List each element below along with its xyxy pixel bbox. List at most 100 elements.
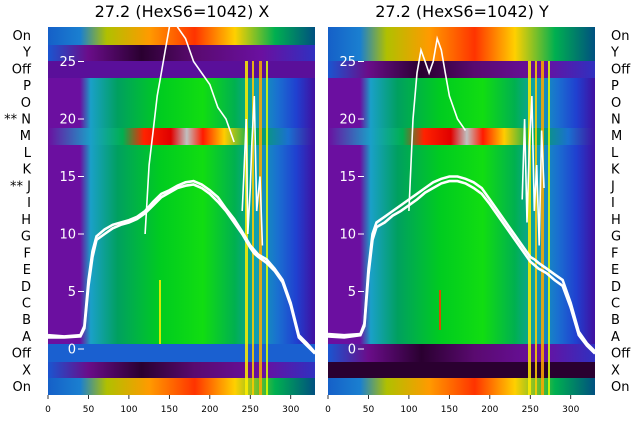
- row-label: On: [13, 380, 31, 395]
- heat-row-off-top: [328, 61, 595, 78]
- y-tick-label: 0: [348, 343, 356, 358]
- row-label: F: [24, 246, 31, 261]
- row-label: I: [27, 196, 31, 211]
- y-tick-label: 15: [339, 170, 356, 185]
- x-tick-label: 100: [400, 405, 417, 415]
- x-tick-label: 300: [562, 405, 579, 415]
- row-label: Y: [22, 46, 31, 61]
- row-label: K: [22, 163, 31, 178]
- x-tick-label: 250: [242, 405, 259, 415]
- x-tick-label: 100: [120, 405, 137, 415]
- row-label: L: [24, 146, 32, 161]
- spike-line-x-2: [241, 95, 264, 246]
- y-tick-label: 25: [339, 55, 356, 70]
- row-label: Off: [12, 347, 32, 362]
- row-label: L: [611, 146, 619, 161]
- x-tick-label: 300: [282, 405, 299, 415]
- spike-line-y-1: [408, 35, 467, 212]
- x-tick-label: 50: [363, 405, 375, 415]
- row-label: On: [13, 29, 31, 44]
- spike-line-x-1: [144, 27, 235, 235]
- heatmap-x: [48, 27, 315, 395]
- x-tick-label: 150: [441, 405, 458, 415]
- heat-row-y: [48, 45, 315, 61]
- row-label: B: [611, 313, 620, 328]
- row-label: O: [611, 96, 621, 111]
- row-label: Y: [610, 46, 619, 61]
- heat-row-on-bottom: [48, 378, 315, 395]
- trace-lines-x: [48, 27, 315, 355]
- heat-row-m: [328, 128, 595, 145]
- row-label: E: [23, 263, 31, 278]
- panel-title-y: 27.2 (HexS6=1042) Y: [375, 2, 549, 21]
- row-label: K: [611, 163, 620, 178]
- heat-body: [48, 78, 315, 344]
- x-tick-label: 0: [325, 405, 331, 415]
- heat-row-off-bottom: [48, 344, 315, 362]
- heat-row-x: [328, 362, 595, 378]
- x-tick-label: 250: [522, 405, 539, 415]
- row-label: G: [611, 230, 621, 245]
- heat-row-m: [48, 128, 315, 145]
- row-label: A: [611, 330, 620, 345]
- y-tick-label: 0: [68, 343, 76, 358]
- row-label: P: [23, 79, 31, 94]
- trace-line-y-1: [328, 175, 595, 353]
- spike-line-y-2: [521, 95, 545, 246]
- row-label: A: [22, 330, 31, 345]
- heat-row-on-bottom: [328, 378, 595, 395]
- y-tick-label: 5: [68, 285, 76, 300]
- trace-line-y-2: [328, 179, 595, 355]
- row-label: G: [21, 230, 31, 245]
- row-label: D: [21, 280, 31, 295]
- y-tick-label: 5: [348, 285, 356, 300]
- y-tick-label: 20: [339, 113, 356, 128]
- x-tick-label: 50: [83, 405, 95, 415]
- heat-body: [328, 78, 595, 344]
- y-ticks-y: 0 5 10 15 20 25: [339, 55, 364, 358]
- row-label: I: [611, 196, 615, 211]
- x-tick-label: 200: [481, 405, 498, 415]
- row-label: D: [611, 280, 621, 295]
- row-label: Off: [611, 62, 631, 77]
- row-label: On: [611, 29, 629, 44]
- y-tick-label: 15: [59, 170, 76, 185]
- row-label: F: [611, 246, 618, 261]
- trace-lines-y: [328, 35, 595, 355]
- y-tick-label: 10: [339, 228, 356, 243]
- vertical-bands: [159, 61, 268, 395]
- heat-row-on-top: [328, 27, 595, 45]
- y-tick-label: 10: [59, 228, 76, 243]
- row-label: Off: [611, 347, 631, 362]
- row-label: ** N: [4, 113, 31, 128]
- row-label: H: [21, 213, 31, 228]
- heatmap-y: [328, 27, 595, 395]
- heat-row-x: [48, 362, 315, 378]
- heat-row-off-bottom: [328, 344, 595, 362]
- trace-line-x-2: [48, 183, 315, 355]
- row-label: H: [611, 213, 621, 228]
- x-tick-label: 0: [45, 405, 51, 415]
- x-tick-label: 150: [161, 405, 178, 415]
- x-ticks-x: 0 50 100 150 200 250 300: [45, 395, 300, 415]
- heat-row-on-top: [48, 27, 315, 45]
- row-label: B: [22, 313, 31, 328]
- row-label: N: [611, 113, 621, 128]
- heat-row-y: [328, 45, 595, 61]
- row-label: M: [611, 129, 622, 144]
- y-tick-label: 20: [59, 113, 76, 128]
- panel-title-x: 27.2 (HexS6=1042) X: [95, 2, 270, 21]
- row-label: E: [611, 263, 619, 278]
- row-label: C: [22, 297, 31, 312]
- y-ticks-x: 0 5 10 15 20 25: [59, 55, 84, 358]
- row-label: M: [20, 129, 31, 144]
- row-label: O: [21, 96, 31, 111]
- row-label: On: [611, 380, 629, 395]
- x-tick-label: 200: [201, 405, 218, 415]
- row-label: X: [611, 363, 620, 378]
- x-ticks-y: 0 50 100 150 200 250 300: [325, 395, 580, 415]
